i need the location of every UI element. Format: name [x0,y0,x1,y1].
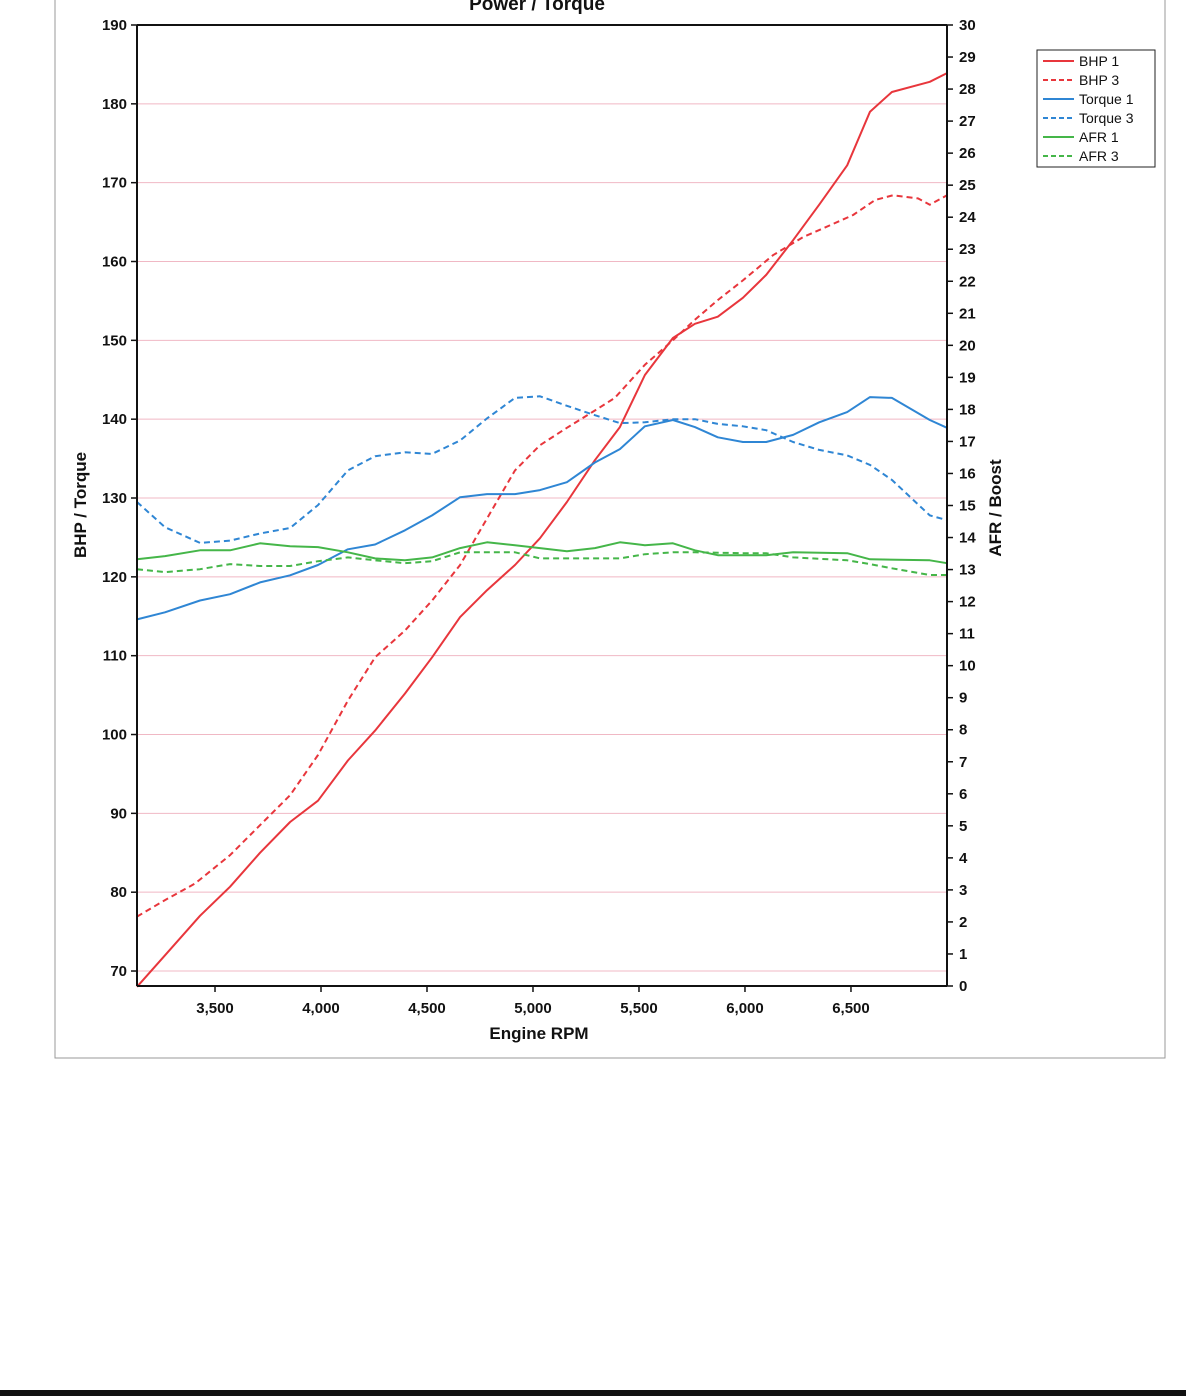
y2-tick-label: 23 [959,241,976,258]
y2-tick-label: 22 [959,273,976,290]
y-tick-label: 110 [103,648,127,665]
x-tick-label: 3,500 [196,1000,234,1017]
y2-tick-label: 24 [959,209,976,226]
legend: BHP 1 BHP 3 Torque 1 Torque 3 AFR 1 AFR 3 [1036,49,1156,168]
y2-tick-label: 8 [959,722,967,739]
y-tick-label: 180 [102,96,127,113]
legend-label-bhp-1: BHP 1 [1079,53,1119,69]
y-tick-label: 100 [102,727,127,744]
chart-title: Power / Torque [469,0,605,15]
y2-tick-label: 21 [959,305,976,322]
y-tick-label: 90 [110,805,127,822]
y2-tick-label: 29 [959,49,976,66]
x-tick-label: 4,500 [408,1000,446,1017]
y2-tick-label: 25 [959,177,976,194]
y2-tick-label: 6 [959,786,967,803]
y2-tick-label: 13 [959,562,976,579]
chart-frame [54,0,1166,1059]
y2-tick-label: 15 [959,498,976,515]
gridlines [137,103,947,972]
y2-tick-label: 10 [959,658,976,675]
y2-tick-label: 27 [959,113,976,130]
y2-tick-label: 17 [959,433,976,450]
y2-tick-label: 9 [959,690,967,707]
series-line-torque-1 [136,396,948,621]
x-tick-label: 4,000 [302,1000,340,1017]
y2-tick-label: 3 [959,882,967,899]
y2-tick-label: 28 [959,81,976,98]
y-tick-label: 190 [102,17,127,34]
y2-tick-label: 0 [959,978,967,995]
series-line-afr-1 [136,541,948,565]
y-tick-label: 140 [102,411,127,428]
legend-label-afr-3: AFR 3 [1079,148,1119,164]
series-line-bhp-1 [136,72,948,988]
y-tick-label: 170 [102,175,127,192]
y2-tick-label: 19 [959,369,976,386]
y2-tick-label: 14 [959,530,976,547]
y2-tick-label: 5 [959,818,967,835]
y-tick-label: 150 [102,332,127,349]
scan-edge [0,1390,1186,1396]
y-tick-label: 70 [110,963,127,980]
series-line-bhp-3 [136,194,948,918]
y2-tick-label: 2 [959,914,967,931]
x-axis-label: Engine RPM [489,1024,588,1043]
y2-tick-label: 20 [959,337,976,354]
y2-tick-label: 30 [959,17,976,34]
legend-box [1036,49,1156,168]
legend-label-afr-1: AFR 1 [1079,129,1119,145]
y-tick-label: 130 [102,490,127,507]
y2-tick-label: 11 [959,626,975,643]
y2-tick-label: 7 [959,754,967,771]
y2-tick-label: 26 [959,145,976,162]
x-tick-label: 6,500 [832,1000,870,1017]
y2-axis-label: AFR / Boost [986,459,1005,557]
y2-tick-label: 16 [959,465,976,482]
x-tick-label: 5,000 [514,1000,552,1017]
y2-tick-label: 18 [959,401,976,418]
x-tick-label: 6,000 [726,1000,764,1017]
x-tick-label: 5,500 [620,1000,658,1017]
y-tick-label: 120 [102,569,127,586]
y-tick-label: 80 [110,884,127,901]
y2-tick-label: 1 [959,946,967,963]
y-axis-label: BHP / Torque [71,452,90,558]
series-lines [136,72,948,988]
series-line-afr-3 [136,551,947,576]
legend-label-torque-3: Torque 3 [1079,110,1134,126]
y2-tick-label: 4 [959,850,968,867]
legend-label-bhp-3: BHP 3 [1079,72,1119,88]
y2-tick-label: 12 [959,594,976,611]
series-line-torque-3 [136,395,948,544]
legend-label-torque-1: Torque 1 [1079,91,1134,107]
y-tick-label: 160 [102,254,127,271]
axes: 7080901001101201301401501601701801900123… [102,17,976,1017]
